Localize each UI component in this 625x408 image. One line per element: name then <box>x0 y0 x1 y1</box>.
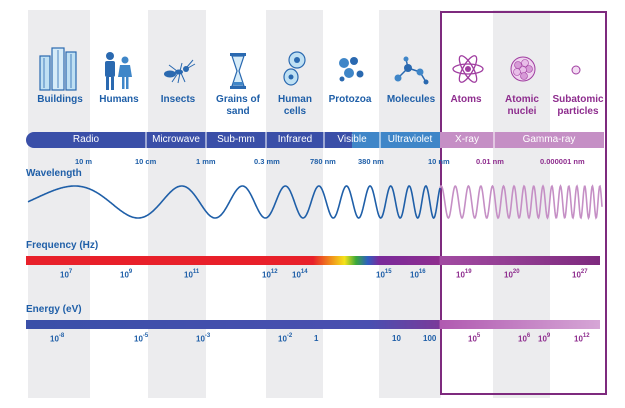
power-tick-label: 1014 <box>292 269 308 280</box>
object-label: Human cells <box>278 94 312 117</box>
power-tick-label: 10-3 <box>196 333 211 344</box>
power-tick-label: 106 <box>518 333 531 344</box>
band-label-infrared: Infrared <box>277 134 313 145</box>
band-label-ultraviolet: Ultraviolet <box>387 134 433 145</box>
wavelength-tick: 0.01 nm <box>476 157 504 166</box>
particle-icon <box>571 65 581 75</box>
wave-segment-blue <box>27 185 441 219</box>
power-tick-label: 1019 <box>456 269 472 280</box>
atom-icon <box>452 55 484 83</box>
band-label-sub-mm: Sub-mm <box>217 134 255 145</box>
wavelength-title: Wavelength <box>26 168 82 179</box>
power-tick-label: 10-8 <box>50 333 65 344</box>
band-label-x-ray: X-ray <box>455 134 479 145</box>
power-tick-label: 10 <box>392 334 401 343</box>
energy-title: Energy (eV) <box>26 304 82 315</box>
power-tick-label: 10-5 <box>134 333 149 344</box>
power-tick-label: 1012 <box>574 333 590 344</box>
object-label: Atoms <box>450 94 482 105</box>
band-label-microwave: Microwave <box>152 134 200 145</box>
wavelength-tick: 1 mm <box>196 157 216 166</box>
power-tick-label: 109 <box>120 269 133 280</box>
power-tick-label: 1015 <box>376 269 392 280</box>
wavelength-tick: 0.000001 nm <box>540 157 585 166</box>
object-label: Humans <box>99 94 139 105</box>
wavelength-tick: 10 nm <box>428 157 450 166</box>
power-tick-label: 1027 <box>572 269 588 280</box>
wavelength-tick: 780 nm <box>310 157 336 166</box>
humans-icon <box>105 52 132 90</box>
object-label: Protozoa <box>328 94 372 105</box>
cells-icon <box>283 51 306 86</box>
object-label: Insects <box>160 94 196 105</box>
power-tick-label: 1 <box>314 334 319 343</box>
power-tick-label: 10-2 <box>278 333 293 344</box>
nucleus-icon <box>510 56 536 82</box>
object-label: Subatomic particles <box>552 94 604 117</box>
band-label-visible: Visible <box>337 134 367 145</box>
frequency-title: Frequency (Hz) <box>26 240 99 251</box>
object-label: Atomic nuclei <box>505 94 539 117</box>
power-tick-label: 107 <box>60 269 73 280</box>
buildings-icon <box>39 47 77 91</box>
power-tick-label: 109 <box>538 333 551 344</box>
insect-icon <box>164 59 196 84</box>
wavelength-wave <box>27 184 603 221</box>
energy-bar <box>26 320 600 329</box>
wavelength-tick: 0.3 mm <box>254 157 280 166</box>
wavelength-tick: 10 cm <box>135 157 157 166</box>
band-bar <box>26 132 604 148</box>
wavelength-tick: 380 nm <box>358 157 384 166</box>
power-tick-label: 100 <box>423 334 437 343</box>
power-tick-label: 1012 <box>262 269 278 280</box>
band-label-gamma-ray: Gamma-ray <box>522 134 576 145</box>
object-label: Molecules <box>386 94 436 105</box>
power-tick-label: 1016 <box>410 269 426 280</box>
band-label-radio: Radio <box>72 134 100 145</box>
power-tick-label: 1020 <box>504 269 520 280</box>
object-label: Grains of sand <box>216 94 260 117</box>
wavelength-tick: 10 m <box>75 157 93 166</box>
molecule-icon <box>394 56 429 85</box>
hourglass-icon <box>230 53 246 89</box>
wave-segment-pink <box>439 184 603 221</box>
highlight-frame <box>440 11 607 395</box>
protozoa-icon <box>339 57 364 82</box>
frequency-bar <box>26 256 600 265</box>
power-tick-label: 105 <box>468 333 481 344</box>
object-label: Buildings <box>37 94 83 105</box>
power-tick-label: 1011 <box>184 269 200 280</box>
